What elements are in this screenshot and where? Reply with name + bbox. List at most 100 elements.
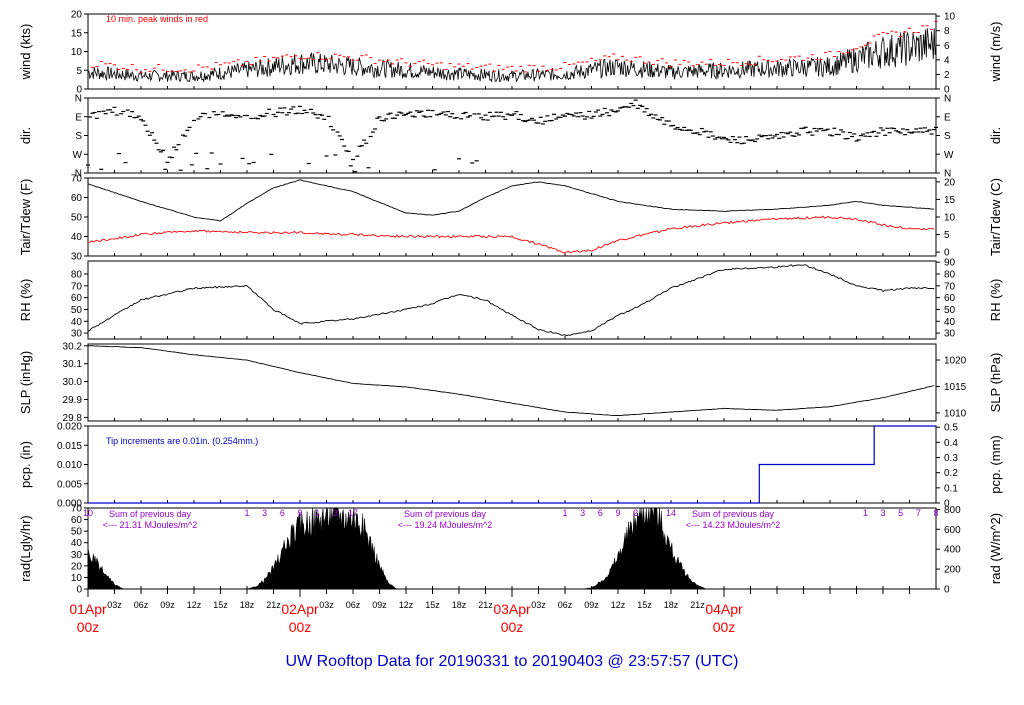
hour-tick-label: 15z	[425, 600, 440, 610]
day-time-label: 00z	[77, 619, 100, 635]
ytick-left-label: 50	[71, 213, 83, 224]
hour-tick-label: 21z	[266, 600, 281, 610]
ytick-left-label: 40	[71, 232, 83, 243]
ylabel-left: dir.	[18, 127, 33, 144]
ytick-right-label: 5	[944, 230, 950, 241]
tdew-series-line	[88, 215, 935, 254]
rad-note-value: <--- 19.24 MJoules/m^2	[398, 520, 493, 530]
ytick-right-label: 2	[944, 70, 950, 81]
ytick-left-label: 60	[71, 293, 83, 304]
ylabel-left: Tair/Tdew (F)	[18, 179, 33, 256]
ytick-right-label: 10	[944, 12, 956, 23]
ylabel-right: pcp. (mm)	[988, 435, 1003, 494]
ytick-left-label: 0.000	[57, 499, 82, 510]
ylabel-left: pcp. (in)	[18, 441, 33, 488]
ytick-left-label: 30	[71, 329, 83, 340]
rad-top-label: 3	[580, 508, 585, 518]
ytick-left-label: 60	[71, 193, 83, 204]
hour-tick-label: 06z	[558, 600, 573, 610]
ytick-left-label: 15	[71, 28, 83, 39]
ylabel-left: wind (kts)	[18, 24, 33, 81]
hour-tick-label: 12z	[187, 600, 202, 610]
ytick-left-label: 0.010	[57, 460, 82, 471]
ytick-right-label: 50	[944, 305, 956, 316]
hour-tick-label: 09z	[372, 600, 387, 610]
ytick-left-label: 60	[71, 515, 83, 526]
panel-pcp: pcp. (in) pcp. (mm) 0.000 0.005 0.010 0.015 0.…	[18, 422, 1003, 510]
ytick-right-label: 1010	[944, 408, 967, 419]
ylabel-right: dir.	[988, 127, 1003, 144]
ytick-left-label: 0	[76, 85, 82, 96]
hour-tick-label: 18z	[664, 600, 679, 610]
ytick-left-label: 10	[71, 47, 83, 58]
day-date-label: 01Apr	[69, 601, 107, 617]
ylabel-right: SLP (hPa)	[988, 353, 1003, 413]
day-time-label: 00z	[713, 619, 736, 635]
ytick-right-label: N	[944, 169, 951, 180]
hour-tick-label: 12z	[399, 600, 414, 610]
day-time-label: 00z	[289, 619, 312, 635]
slp-series-line	[88, 345, 935, 417]
panel-rad: rad(Lgly/hr) rad (W/m^2)01020304050607002…	[18, 504, 1003, 596]
hour-tick-label: 03z	[107, 600, 122, 610]
rad-top-label: 3	[880, 508, 885, 518]
rad-note-title: Sum of previous day	[109, 509, 192, 519]
panel-frame	[87, 507, 937, 590]
ytick-right-label: 0	[944, 585, 950, 596]
ytick-right-label: 200	[944, 565, 961, 576]
ytick-right-label: E	[944, 112, 951, 123]
rad-top-label: 1	[863, 508, 868, 518]
panel-slp: SLP (inHg) SLP (hPa) 29.8 29.9 30.0 30.1 30.2 1…	[18, 341, 1003, 424]
hour-tick-label: 09z	[160, 600, 175, 610]
day-date-label: 04Apr	[705, 601, 743, 617]
ytick-left-label: 29.8	[63, 413, 83, 424]
ytick-right-label: 15	[944, 195, 956, 206]
tip-increments-annotation: Tip increments are 0.01in. (0.254mm.)	[106, 436, 258, 446]
rad-note-title: Sum of previous day	[692, 509, 775, 519]
rad-top-label: 5	[898, 508, 903, 518]
ytick-left-label: 80	[71, 270, 83, 281]
ytick-left-label: 70	[71, 281, 83, 292]
ytick-left-label: 10	[71, 573, 83, 584]
day-date-label: 02Apr	[281, 601, 319, 617]
hour-tick-label: 03z	[319, 600, 334, 610]
ytick-left-label: 20	[71, 10, 83, 21]
rad-top-label: 1	[244, 508, 249, 518]
panel-temp: Tair/Tdew (F) Tair/Tdew (C) 30 40 50 60 70 0 5 10…	[18, 174, 1003, 263]
peak-winds-annotation: 10 min. peak winds in red	[106, 14, 208, 24]
rad-top-label: 9	[297, 508, 302, 518]
ytick-right-label: 1015	[944, 382, 967, 393]
hour-tick-label: 21z	[690, 600, 705, 610]
ytick-right-label: 60	[944, 293, 956, 304]
ytick-right-label: 80	[944, 270, 956, 281]
ytick-left-label: 0.020	[57, 422, 82, 433]
pcp-series-line	[88, 425, 936, 504]
rad-note-title: Sum of previous day	[404, 509, 487, 519]
ytick-left-label: 0.005	[57, 479, 82, 490]
ylabel-right: rad (W/m^2)	[988, 513, 1003, 584]
rh-series-line	[87, 264, 935, 337]
ytick-left-label: W	[73, 150, 83, 161]
ytick-right-label: 1020	[944, 356, 967, 367]
ytick-left-label: 50	[71, 305, 83, 316]
x-axis: 03z 06z 09z 12z 15z 18z 21z 03z 06z 09z 12z 15z 18z 2…	[69, 589, 910, 635]
day-time-label: 00z	[501, 619, 524, 635]
ytick-right-label: N	[944, 94, 951, 105]
ytick-left-label: 50	[71, 527, 83, 538]
rad-top-label: 10	[83, 508, 93, 518]
ytick-left-label: 0.015	[57, 441, 82, 452]
ytick-right-label: 0	[944, 248, 950, 259]
rad-top-label: 14	[666, 508, 676, 518]
rad-top-label: 9	[615, 508, 620, 518]
ytick-right-label: 4	[944, 55, 950, 66]
panel-frame	[87, 343, 937, 422]
panel-frame	[87, 260, 937, 340]
ytick-right-label: S	[944, 131, 951, 142]
ytick-right-label: 0.1	[944, 483, 958, 494]
ytick-left-label: 29.9	[63, 395, 83, 406]
ytick-left-label: N	[75, 169, 82, 180]
ytick-left-label: 40	[71, 317, 83, 328]
hour-tick-label: 18z	[240, 600, 255, 610]
